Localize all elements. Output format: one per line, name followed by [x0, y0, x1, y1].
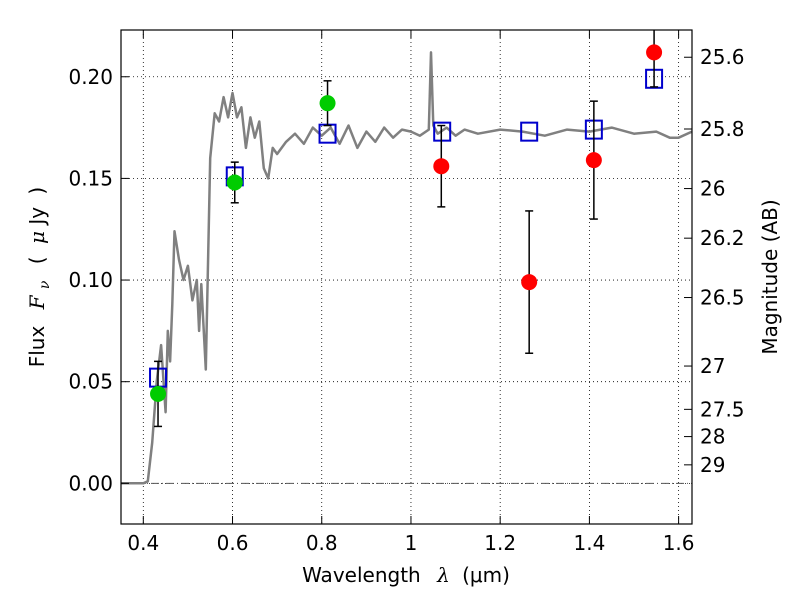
y-tick-label: 0.00: [68, 471, 113, 495]
y2-tick-label: 27.5: [700, 397, 745, 421]
y-axis-label-symbol: F: [25, 294, 49, 310]
data-point-marker: [319, 95, 336, 112]
y2-tick-label: 27: [700, 354, 725, 378]
plot-area: [121, 30, 692, 524]
y2-axis-label: Magnitude (AB): [758, 199, 782, 354]
spectrum-line: [121, 51, 693, 485]
y-tick-label: 0.15: [68, 166, 113, 190]
y-axis-label-subscript: ν: [37, 280, 53, 289]
y2-tick-label: 29: [700, 453, 725, 477]
y-tick-label: 0.10: [68, 268, 113, 292]
data-point-marker: [433, 158, 450, 175]
y-axis-label-unit-open: (: [25, 256, 49, 264]
y-tick-label: 0.20: [68, 65, 113, 89]
y2-tick-label: 28: [700, 425, 725, 449]
x-axis-label-symbol: λ: [436, 563, 450, 587]
y-axis-label-text: Flux: [25, 326, 49, 368]
model-square-marker: [433, 121, 452, 142]
x-tick-label: 1.2: [484, 531, 516, 555]
model-square-marker: [520, 121, 539, 142]
y-axis-label-unit-jy: Jy: [25, 207, 49, 227]
y-axis-label-unit-mu: μ: [25, 231, 49, 244]
x-tick-label: 0.4: [127, 531, 159, 555]
y-tick-label: 0.05: [68, 370, 113, 394]
y2-tick-label: 26.5: [700, 286, 745, 310]
x-axis-label-text: Wavelength: [302, 563, 421, 587]
x-axis-label-unit: (μm): [462, 563, 510, 587]
x-axis-label: Wavelength λ (μm): [302, 563, 510, 587]
data-point-marker: [521, 274, 538, 291]
y2-tick-label: 25.8: [700, 117, 745, 141]
axes: 0.4 0.6 0.8 1 1.2 1.4 1.6 0.00 0.05 0.10 0.15 0.20 2…: [68, 30, 745, 555]
series-layer: [121, 30, 693, 485]
x-tick-label: 0.6: [217, 531, 249, 555]
y2-tick-label: 25.6: [700, 45, 745, 69]
y-axis-label-unit-close: ): [25, 187, 49, 195]
data-point-marker: [585, 152, 602, 169]
y2-tick-label: 26: [700, 177, 725, 201]
data-point-marker: [150, 385, 167, 402]
x-tick-label: 0.8: [306, 531, 338, 555]
x-tick-label: 1: [405, 531, 418, 555]
data-point-marker: [226, 174, 243, 191]
data-point-marker: [646, 44, 663, 61]
plot-frame: [120, 29, 693, 525]
y-axis-label: Flux F ν ( μ Jy ): [25, 187, 54, 368]
y2-tick-label: 26.2: [700, 226, 745, 250]
x-tick-label: 1.6: [663, 531, 695, 555]
x-tick-label: 1.4: [573, 531, 605, 555]
